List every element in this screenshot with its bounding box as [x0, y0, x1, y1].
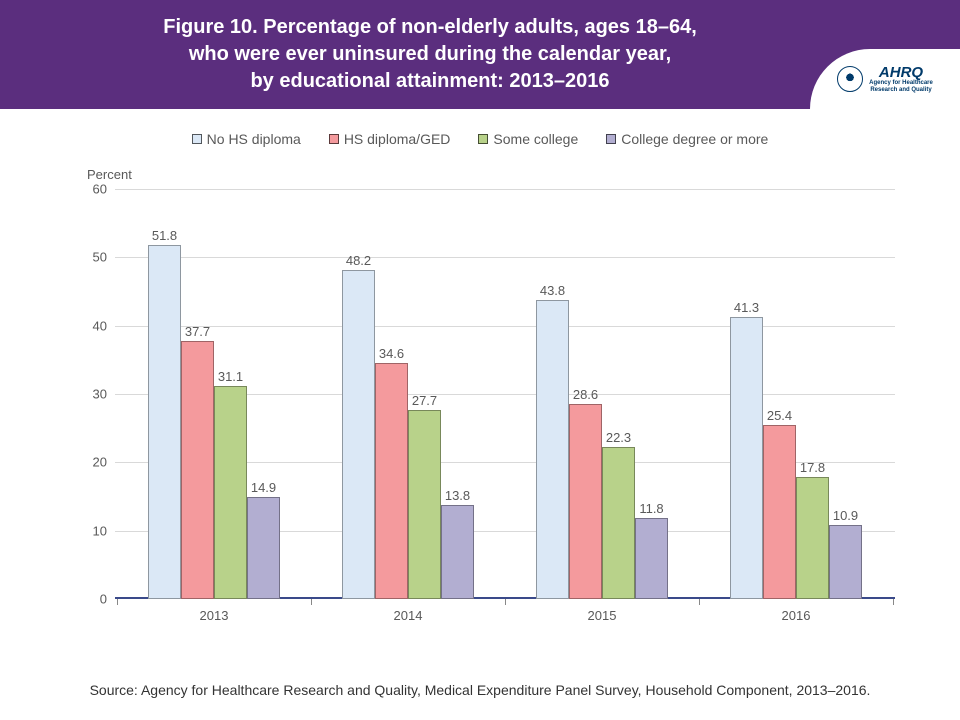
legend-item: HS diploma/GED [329, 131, 451, 147]
x-tick-label: 2013 [200, 608, 229, 623]
figure-header: Figure 10. Percentage of non-elderly adu… [0, 0, 960, 109]
bar-value-label: 11.8 [639, 501, 663, 516]
bar-value-label: 10.9 [833, 508, 858, 523]
x-tick-label: 2014 [394, 608, 423, 623]
legend-label: HS diploma/GED [344, 131, 451, 147]
legend-swatch-icon [478, 134, 488, 144]
bar: 43.8 [536, 300, 569, 599]
y-tick-label: 0 [100, 592, 107, 607]
legend-label: Some college [493, 131, 578, 147]
x-tick [311, 599, 312, 605]
logo-brand: AHRQ [869, 65, 933, 80]
bar: 41.3 [730, 317, 763, 599]
legend: No HS diploma HS diploma/GED Some college C… [0, 131, 960, 147]
bar-value-label: 25.4 [767, 408, 792, 423]
bar-value-label: 22.3 [606, 430, 631, 445]
title-line-2: who were ever uninsured during the calen… [20, 41, 840, 68]
bar-group: 51.837.731.114.9 [148, 245, 280, 599]
chart-area: No HS diploma HS diploma/GED Some college C… [0, 109, 960, 669]
x-tick [505, 599, 506, 605]
bar: 48.2 [342, 270, 375, 599]
bar-value-label: 27.7 [412, 393, 437, 408]
bar-group: 48.234.627.713.8 [342, 270, 474, 599]
bar-value-label: 37.7 [185, 324, 210, 339]
bar: 34.6 [375, 363, 408, 599]
ahrq-logo: AHRQ Agency for Healthcare Research and … [837, 65, 933, 93]
bar-group: 43.828.622.311.8 [536, 300, 668, 599]
bar-value-label: 41.3 [734, 300, 759, 315]
bar: 14.9 [247, 497, 280, 599]
bar-value-label: 51.8 [152, 228, 177, 243]
logo-sub-1: Agency for Healthcare [869, 80, 933, 87]
y-tick-label: 50 [93, 250, 107, 265]
y-tick-label: 10 [93, 523, 107, 538]
bar-value-label: 31.1 [218, 369, 243, 384]
x-tick [893, 599, 894, 605]
title-line-1: Figure 10. Percentage of non-elderly adu… [20, 14, 840, 41]
title-line-3: by educational attainment: 2013–2016 [20, 68, 840, 95]
legend-item: No HS diploma [192, 131, 301, 147]
gridline [115, 189, 895, 190]
bar: 22.3 [602, 447, 635, 599]
bar: 25.4 [763, 425, 796, 599]
y-title: Percent [87, 167, 132, 182]
bar-value-label: 14.9 [251, 480, 276, 495]
bar: 28.6 [569, 404, 602, 599]
bar-value-label: 43.8 [540, 283, 565, 298]
plot-region: Percent Percentage 010203040506051.837.7… [115, 189, 895, 599]
x-tick-label: 2016 [782, 608, 811, 623]
bar: 10.9 [829, 525, 862, 599]
bar-value-label: 17.8 [800, 460, 825, 475]
y-tick-label: 30 [93, 387, 107, 402]
logo-sub-2: Research and Quality [869, 87, 933, 94]
bar: 51.8 [148, 245, 181, 599]
bar-value-label: 34.6 [379, 346, 404, 361]
legend-swatch-icon [606, 134, 616, 144]
bar-group: 41.325.417.810.9 [730, 317, 862, 599]
bar-value-label: 28.6 [573, 387, 598, 402]
legend-item: Some college [478, 131, 578, 147]
x-tick-label: 2015 [588, 608, 617, 623]
legend-label: College degree or more [621, 131, 768, 147]
bar: 17.8 [796, 477, 829, 599]
y-tick-label: 40 [93, 318, 107, 333]
bar-value-label: 48.2 [346, 253, 371, 268]
hhs-seal-icon [837, 66, 863, 92]
legend-swatch-icon [329, 134, 339, 144]
legend-item: College degree or more [606, 131, 768, 147]
bar: 11.8 [635, 518, 668, 599]
legend-label: No HS diploma [207, 131, 301, 147]
bar: 37.7 [181, 341, 214, 599]
bar: 13.8 [441, 505, 474, 599]
source-citation: Source: Agency for Healthcare Research a… [0, 682, 960, 698]
y-tick-label: 20 [93, 455, 107, 470]
x-tick [117, 599, 118, 605]
logo-text: AHRQ Agency for Healthcare Research and … [869, 65, 933, 93]
y-tick-label: 60 [93, 182, 107, 197]
bar-value-label: 13.8 [445, 488, 470, 503]
bar: 27.7 [408, 410, 441, 599]
bar: 31.1 [214, 386, 247, 599]
legend-swatch-icon [192, 134, 202, 144]
x-tick [699, 599, 700, 605]
